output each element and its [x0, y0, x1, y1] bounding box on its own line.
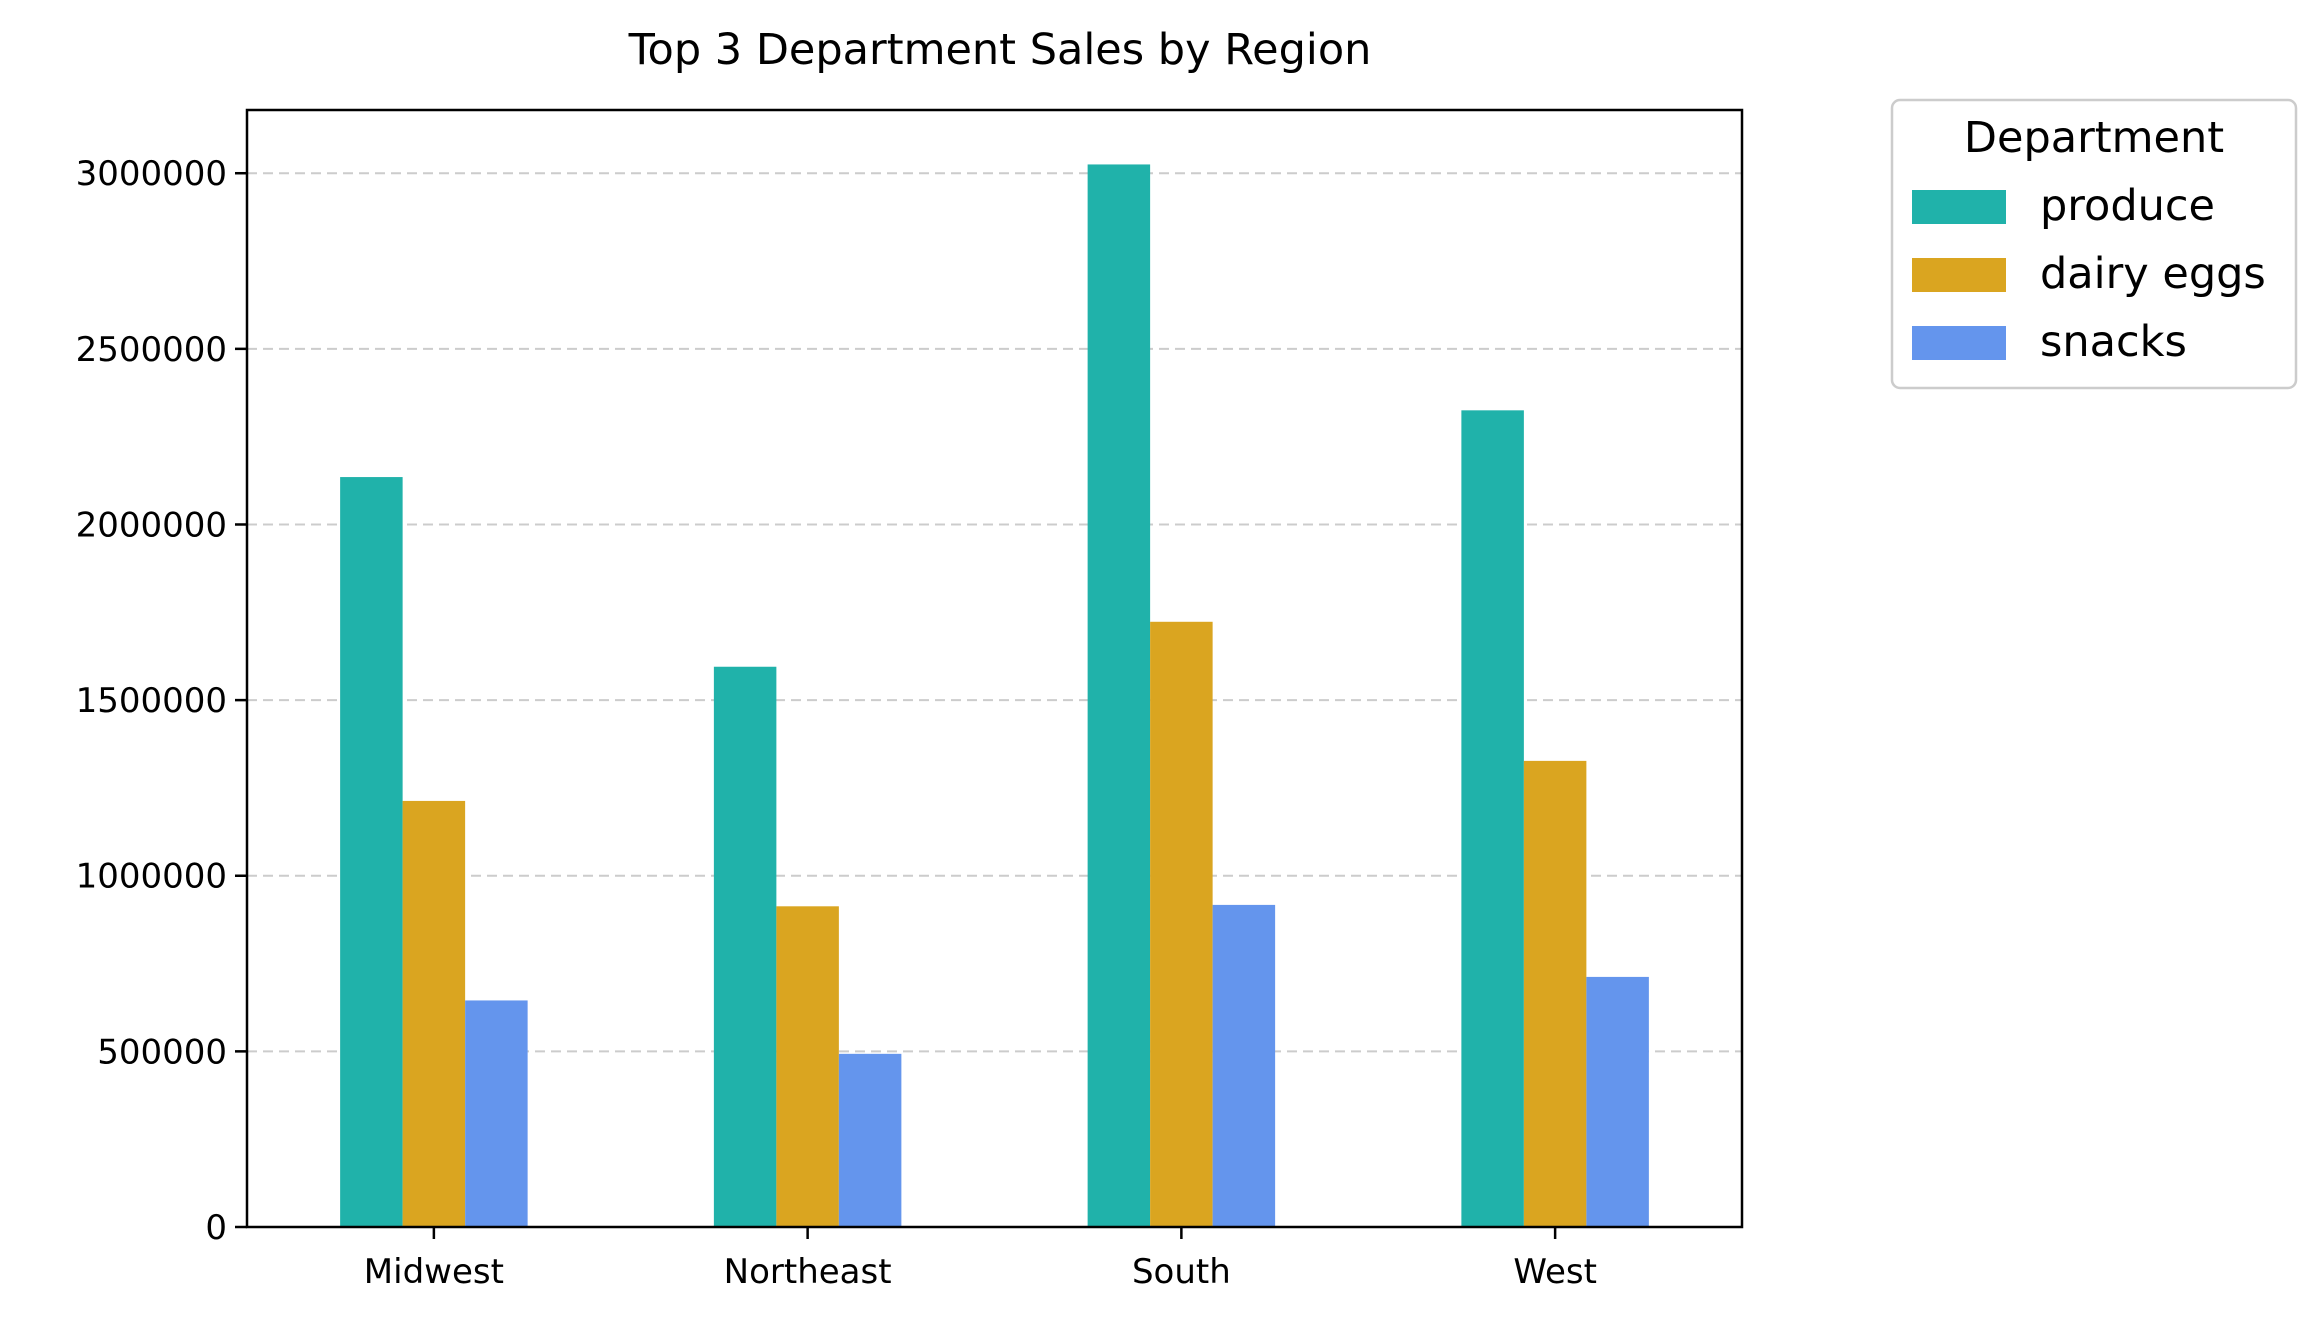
bar-dairy-eggs-northeast: [776, 906, 839, 1227]
y-tick-label: 1000000: [76, 857, 227, 897]
bar-produce-west: [1461, 410, 1524, 1228]
bars: [340, 164, 1649, 1228]
y-tick-label: 1500000: [76, 681, 227, 721]
bar-produce-midwest: [340, 477, 403, 1227]
bar-snacks-south: [1212, 904, 1276, 1227]
legend-entry-label: dairy eggs: [2040, 249, 2266, 299]
legend-swatch: [1912, 258, 2006, 292]
bar-dairy-eggs-west: [1523, 760, 1587, 1227]
y-tick-label: 2500000: [76, 330, 227, 370]
y-tick-label: 500000: [97, 1032, 227, 1072]
y-tick-label: 0: [205, 1208, 227, 1248]
bar-produce-south: [1087, 164, 1151, 1228]
legend: Department produce dairy eggs snacks: [1890, 98, 2298, 390]
plot-area-frame: [245, 108, 1744, 1229]
legend-swatch: [1912, 326, 2006, 360]
bar-produce-northeast: [713, 666, 777, 1227]
x-tick-label: Northeast: [724, 1252, 892, 1292]
bar-snacks-midwest: [465, 1000, 528, 1227]
bar-snacks-west: [1586, 976, 1649, 1227]
bar-dairy-eggs-south: [1150, 621, 1213, 1227]
y-tick-label: 3000000: [76, 154, 227, 194]
y-axis: 0 500000 1000000 1500000 2000000 2500000 30000…: [76, 154, 247, 1248]
chart-title: Top 3 Department Sales by Region: [628, 25, 1372, 75]
legend-swatch: [1912, 190, 2006, 224]
legend-entry-label: produce: [2040, 181, 2215, 231]
legend-entry-label: snacks: [2040, 317, 2187, 367]
x-tick-label: West: [1513, 1252, 1597, 1292]
bar-dairy-eggs-midwest: [402, 800, 466, 1227]
legend-title: Department: [1964, 113, 2224, 163]
bar-snacks-northeast: [838, 1053, 902, 1227]
x-axis: Midwest Northeast South West: [364, 1227, 1597, 1292]
y-tick-label: 2000000: [76, 505, 227, 545]
legend-box: [1890, 98, 2298, 390]
x-tick-label: South: [1132, 1252, 1231, 1292]
x-tick-label: Midwest: [364, 1252, 504, 1292]
